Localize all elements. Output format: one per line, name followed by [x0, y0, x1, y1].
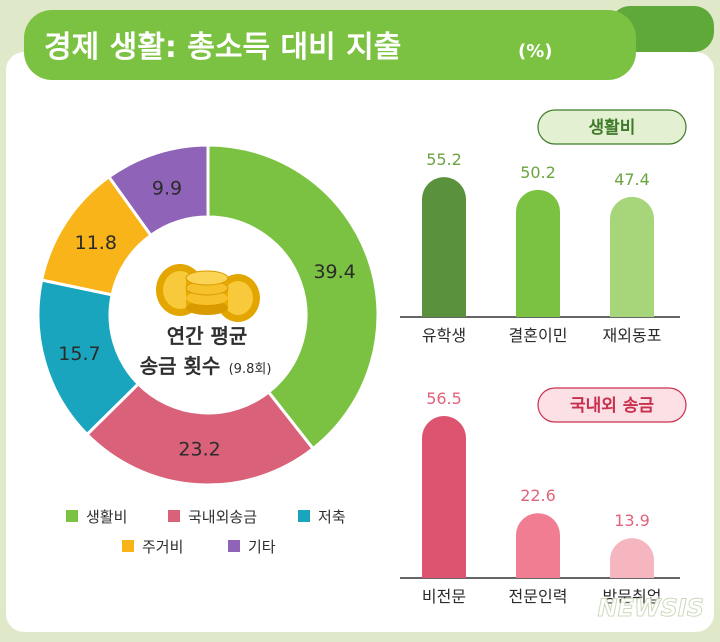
donut-label-1: 39.4 — [313, 261, 355, 283]
donut-chart: 39.4 23.2 15.7 11.8 9.9 — [36, 143, 380, 487]
donut-label-2: 23.2 — [178, 439, 220, 461]
bars2-bar-2 — [516, 513, 560, 578]
legend-label-5: 기타 — [248, 538, 276, 556]
bars1-bar-2 — [516, 189, 560, 317]
legend-swatch-4 — [122, 540, 134, 552]
bar-chart-living-cost: 생활비 55.2 유학생 50.2 결혼이민 47.4 재외동포 — [400, 109, 687, 345]
bars1-category-2: 결혼이민 — [509, 326, 568, 345]
bars1-category-3: 재외동포 — [603, 326, 662, 345]
bars2-category-1: 비전문 — [422, 587, 466, 606]
header-title: 경제 생활: 총소득 대비 지출 — [44, 30, 401, 65]
bars1-bar-3 — [610, 196, 654, 317]
donut-center-line1: 연간 평균 — [167, 324, 248, 348]
bars2-bar-3 — [610, 538, 654, 578]
bars1-title: 생활비 — [589, 117, 636, 138]
bars1-value-2: 50.2 — [520, 163, 556, 182]
donut-slice-5 — [106, 143, 210, 238]
bars2-category-3: 방문취업 — [603, 587, 662, 606]
donut-center-note: (9.8회) — [229, 362, 272, 377]
bars2-value-3: 13.9 — [614, 511, 650, 530]
bars2-value-2: 22.6 — [520, 486, 556, 505]
header-banner — [24, 10, 636, 80]
legend-label-1: 생활비 — [86, 508, 127, 526]
legend-swatch-1 — [66, 510, 78, 522]
bars1-category-1: 유학생 — [422, 326, 466, 345]
bars1-value-3: 47.4 — [614, 170, 650, 189]
legend-label-4: 주거비 — [142, 538, 183, 556]
legend-swatch-2 — [168, 510, 180, 522]
legend-swatch-5 — [228, 540, 240, 552]
header-unit: (%) — [518, 41, 553, 62]
bars2-title: 국내외 송금 — [570, 396, 654, 416]
bars2-value-1: 56.5 — [426, 389, 462, 408]
legend-label-2: 국내외송금 — [188, 508, 257, 526]
bars2-title-pill — [537, 387, 687, 423]
coins-icon — [156, 264, 260, 322]
legend-label-3: 저축 — [318, 508, 346, 526]
bars1-bar-1 — [422, 177, 466, 317]
bars1-title-pill — [537, 109, 687, 145]
donut-label-5: 9.9 — [152, 177, 182, 199]
legend-swatch-3 — [298, 510, 310, 522]
bars2-category-2: 전문인력 — [509, 587, 568, 606]
donut-center-line2: 송금 횟수 — [140, 354, 221, 378]
donut-hole — [110, 217, 306, 413]
watermark-text: NEWSIS — [598, 594, 704, 622]
donut-label-4: 11.8 — [75, 232, 117, 254]
bar-chart-remittance: 국내외 송금 56.5 비전문 22.6 전문인력 13.9 방문취업 — [400, 387, 687, 606]
bars2-bar-1 — [422, 416, 466, 578]
donut-label-3: 15.7 — [58, 343, 100, 365]
bars1-value-1: 55.2 — [426, 150, 462, 169]
